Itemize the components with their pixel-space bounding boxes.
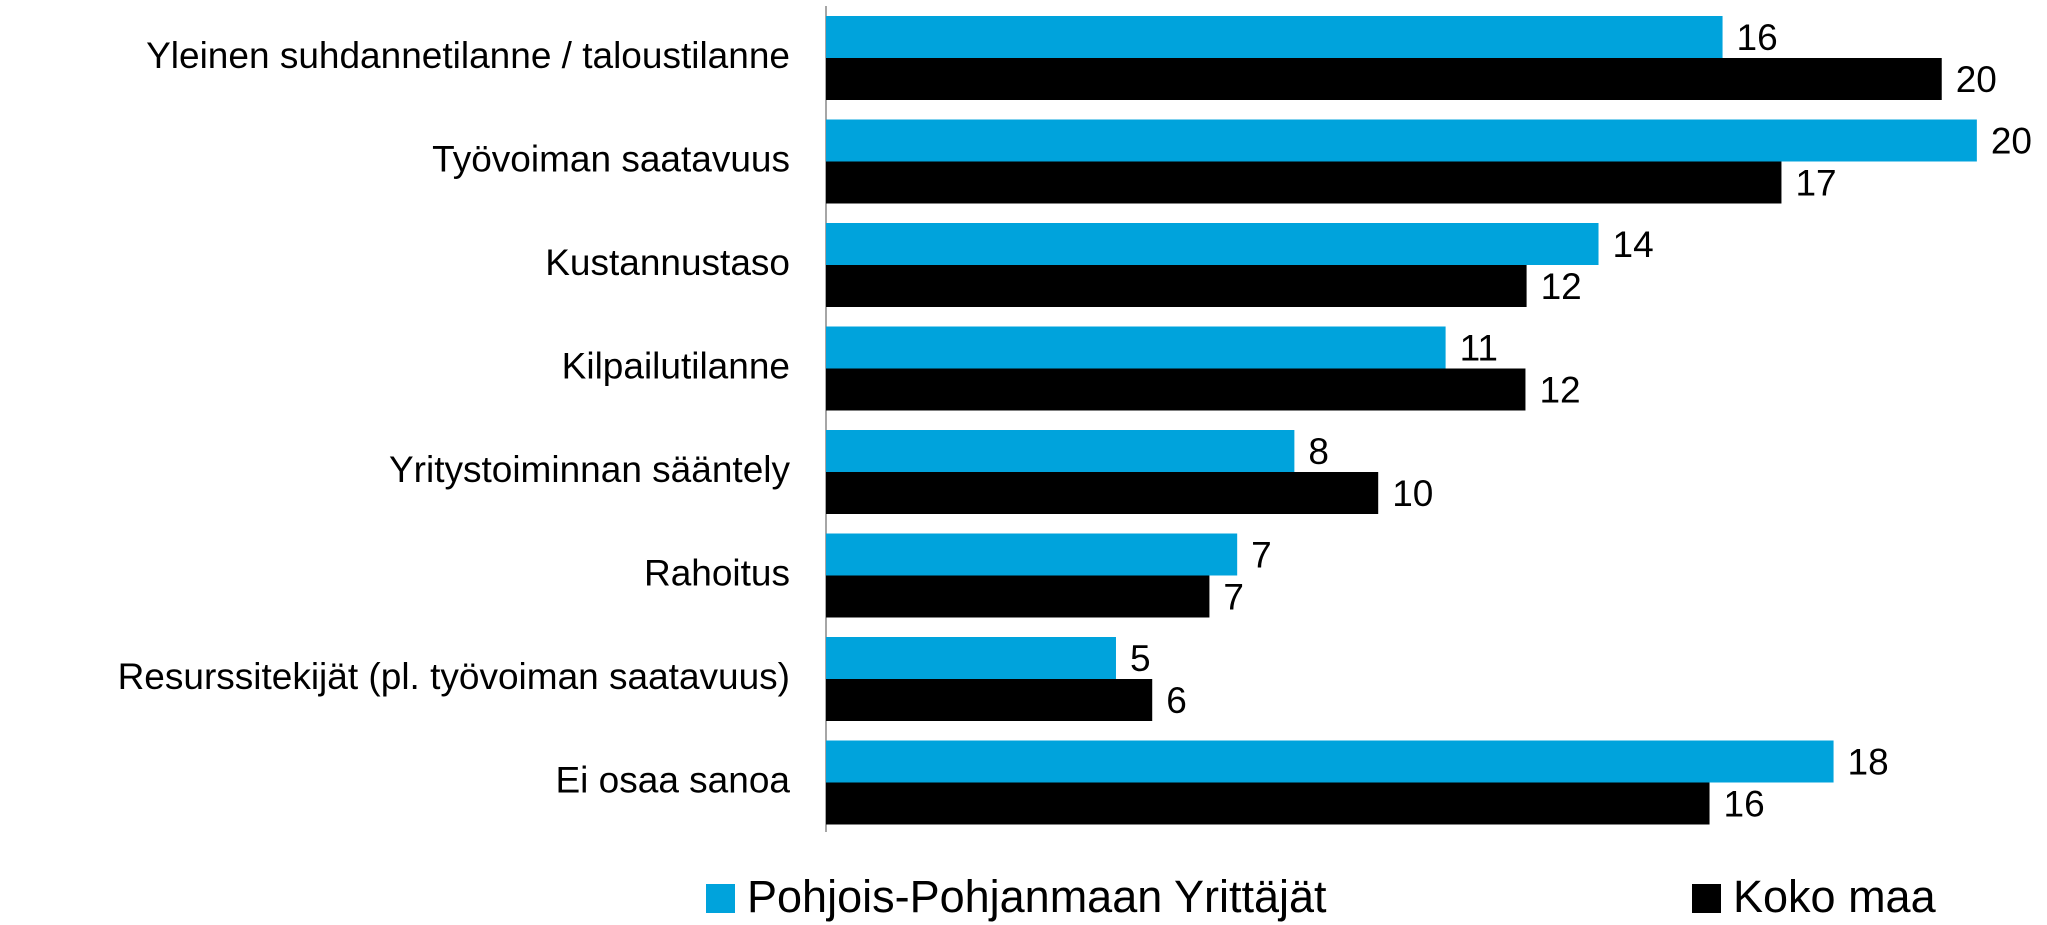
value-label: 20 [1956, 59, 1997, 100]
category-label: Yleinen suhdannetilanne / taloustilanne [146, 35, 790, 76]
value-label: 12 [1541, 266, 1582, 307]
bar [826, 58, 1942, 100]
value-label: 16 [1724, 783, 1765, 824]
value-label: 16 [1737, 17, 1778, 58]
bar [826, 637, 1116, 679]
bar [826, 326, 1446, 369]
value-label: 17 [1795, 162, 1836, 203]
bar [826, 16, 1723, 58]
legend-label: Koko maa [1733, 871, 1937, 922]
bar [826, 265, 1527, 307]
category-label: Ei osaa sanoa [555, 759, 790, 800]
legend-label: Pohjois-Pohjanmaan Yrittäjät [747, 871, 1327, 922]
bar [826, 223, 1599, 265]
bar [826, 679, 1153, 721]
legend-swatch [706, 884, 735, 913]
value-label: 8 [1308, 431, 1329, 472]
value-label: 11 [1460, 327, 1498, 368]
value-label: 14 [1613, 224, 1654, 265]
bar [826, 472, 1379, 514]
value-label: 5 [1130, 638, 1151, 679]
bar [826, 368, 1526, 411]
category-label: Työvoiman saatavuus [432, 138, 790, 179]
category-label: Kustannustaso [545, 242, 790, 283]
bar [826, 533, 1238, 576]
bar [826, 782, 1710, 825]
bar [826, 430, 1295, 472]
category-label: Yritystoiminnan sääntely [389, 449, 791, 490]
value-label: 7 [1223, 576, 1244, 617]
category-label: Rahoitus [644, 552, 790, 593]
bar [826, 161, 1782, 204]
value-label: 20 [1991, 120, 2032, 161]
category-label: Kilpailutilanne [562, 345, 790, 386]
value-label: 12 [1539, 369, 1580, 410]
category-label: Resurssitekijät (pl. työvoiman saatavuus… [118, 656, 790, 697]
bar [826, 119, 1977, 162]
value-label: 7 [1251, 534, 1272, 575]
legend-swatch [1692, 884, 1721, 913]
bar [826, 575, 1210, 618]
value-label: 10 [1392, 473, 1433, 514]
value-label: 6 [1166, 680, 1187, 721]
value-label: 18 [1848, 741, 1889, 782]
bar [826, 740, 1834, 783]
